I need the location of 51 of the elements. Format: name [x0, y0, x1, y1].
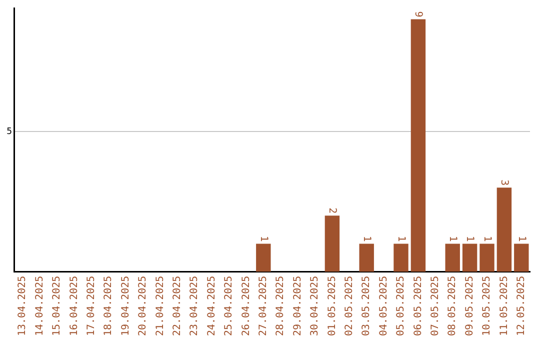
bar — [480, 244, 494, 272]
x-tick-label: 04.05.2025 — [378, 276, 390, 336]
x-tick-label: 09.05.2025 — [464, 276, 476, 336]
x-tick-label: 06.05.2025 — [412, 276, 424, 336]
x-tick-label: 17.04.2025 — [86, 276, 97, 336]
data-label: 1 — [481, 236, 492, 242]
y-tick-label: 5 — [6, 126, 12, 137]
x-tick-label: 02.05.2025 — [344, 276, 355, 336]
data-label: 1 — [361, 236, 372, 242]
bar — [496, 188, 512, 272]
x-tick-label: 26.04.2025 — [240, 276, 252, 336]
x-tick-label: 20.04.2025 — [138, 276, 149, 336]
x-tick-label: 29.04.2025 — [292, 276, 304, 336]
x-tick-label: 18.04.2025 — [103, 276, 114, 336]
x-tick-label: 23.04.2025 — [189, 276, 200, 336]
bar — [445, 244, 460, 272]
x-tick-label: 11.05.2025 — [498, 276, 510, 336]
data-label: 2 — [326, 208, 338, 214]
x-tick-label: 14.04.2025 — [34, 276, 46, 336]
data-label: 9 — [412, 11, 424, 18]
data-label: 1 — [516, 236, 527, 242]
x-tick-label: 22.04.2025 — [172, 276, 183, 336]
data-label: 1 — [395, 236, 406, 242]
x-tick-label: 03.05.2025 — [361, 276, 372, 336]
bar — [256, 244, 271, 272]
x-tick-label: 30.04.2025 — [310, 276, 321, 336]
x-tick-label: 25.04.2025 — [224, 276, 235, 336]
bar — [394, 244, 408, 272]
bar — [514, 244, 529, 272]
data-label: 1 — [258, 236, 269, 242]
data-label: 1 — [464, 236, 476, 242]
x-tick-label: 10.05.2025 — [482, 276, 493, 336]
x-tick-label: 24.04.2025 — [206, 276, 218, 336]
bar — [359, 244, 374, 272]
bar — [410, 19, 426, 272]
x-tick-label: 15.04.2025 — [52, 276, 63, 336]
bar — [462, 244, 478, 272]
x-tick-label: 07.05.2025 — [430, 276, 441, 336]
x-tick-label: 12.05.2025 — [516, 276, 527, 336]
x-tick-label: 19.04.2025 — [120, 276, 132, 336]
x-tick-label: 01.05.2025 — [326, 276, 338, 336]
x-tick-label: 08.05.2025 — [447, 276, 458, 336]
x-tick-label: 28.04.2025 — [275, 276, 286, 336]
x-tick-label: 13.04.2025 — [17, 276, 28, 336]
x-tick-label: 16.04.2025 — [68, 276, 80, 336]
x-tick-label: 05.05.2025 — [396, 276, 407, 336]
data-label: 1 — [447, 236, 458, 242]
x-tick-label: 21.04.2025 — [154, 276, 166, 336]
bar — [324, 216, 340, 272]
x-tick-label: 27.04.2025 — [258, 276, 269, 336]
data-label: 3 — [498, 180, 510, 186]
